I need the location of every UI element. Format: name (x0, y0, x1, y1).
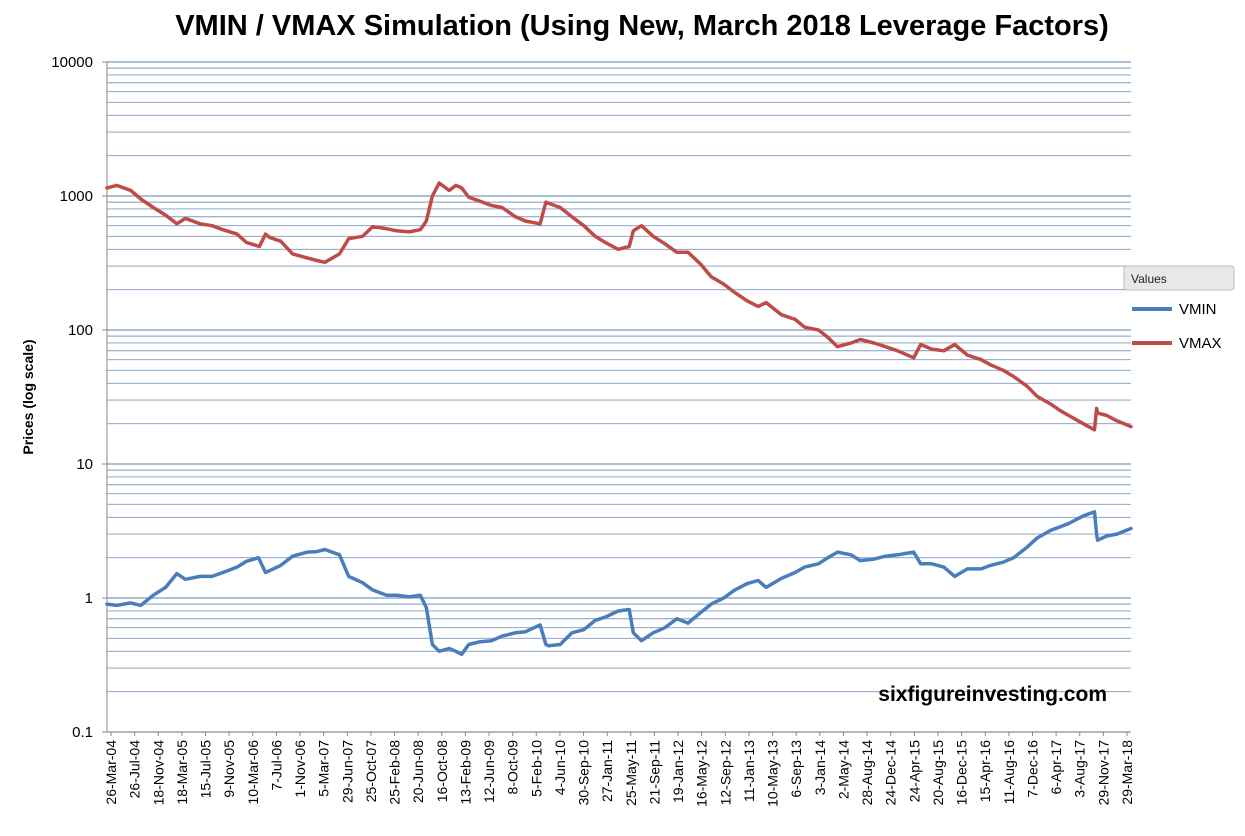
x-tick-label: 24-Dec-14 (883, 740, 899, 806)
grid-lines (107, 61, 1131, 733)
y-tick-label: 100 (68, 322, 93, 339)
x-tick-label: 18-Nov-04 (150, 740, 166, 806)
x-tick-label: 20-Jun-08 (410, 740, 426, 803)
legend-header-box[interactable] (1123, 265, 1235, 291)
watermark-text: sixfigureinvesting.com (878, 683, 1107, 706)
x-tick-label: 5-Feb-10 (528, 740, 544, 797)
x-tick-label: 25-Feb-08 (387, 740, 403, 805)
x-axis: 26-Mar-04 26-Jul-04 18-Nov-04 18-Mar-05 15-J… (103, 731, 1135, 807)
x-tick-label: 8-Oct-09 (505, 740, 521, 795)
x-tick-label: 5-Mar-07 (316, 740, 332, 797)
x-tick-label: 26-Jul-04 (127, 740, 143, 799)
x-tick-label: 7-Dec-16 (1024, 740, 1040, 798)
y-tick-label: 1 (85, 590, 93, 607)
series-lines (105, 181, 1133, 657)
x-tick-label: 9-Nov-05 (221, 740, 237, 798)
x-tick-label: 29-Nov-17 (1095, 740, 1111, 806)
x-tick-label: 6-Sep-13 (788, 740, 804, 798)
series-line-vmin (105, 510, 1133, 657)
x-tick-label: 12-Sep-12 (717, 740, 733, 806)
x-tick-label: 28-Aug-14 (859, 740, 875, 806)
x-tick-label: 13-Feb-09 (457, 740, 473, 805)
y-tick-label: 10000 (51, 54, 93, 71)
x-tick-label: 15-Jul-05 (198, 740, 214, 799)
x-tick-label: 18-Mar-05 (174, 740, 190, 805)
y-tick-label: 10 (76, 456, 93, 473)
y-axis-label: Prices (log scale) (20, 339, 36, 454)
x-tick-label: 7-Jul-06 (268, 740, 284, 791)
y-axis: 0.1 1 10 100 1000 10000 (51, 54, 108, 741)
x-tick-label: 25-Oct-07 (363, 740, 379, 802)
x-tick-label: 21-Sep-11 (646, 740, 662, 805)
x-tick-label: 4-Jun-10 (552, 740, 568, 795)
x-tick-label: 29-Mar-18 (1119, 740, 1135, 805)
legend-label-vmin: VMIN (1179, 301, 1217, 318)
x-tick-label: 3-Jan-14 (812, 740, 828, 795)
x-tick-label: 11-Jan-13 (741, 740, 757, 802)
x-tick-label: 26-Mar-04 (103, 740, 119, 805)
x-tick-label: 24-Apr-15 (906, 740, 922, 802)
x-tick-label: 16-Oct-08 (434, 740, 450, 802)
chart-title: VMIN / VMAX Simulation (Using New, March… (175, 10, 1109, 42)
x-tick-label: 20-Aug-15 (930, 740, 946, 806)
x-tick-label: 6-Apr-17 (1048, 740, 1064, 795)
x-tick-label: 30-Sep-10 (576, 740, 592, 806)
x-tick-label: 12-Jun-09 (481, 740, 497, 803)
x-tick-label: 29-Jun-07 (339, 740, 355, 803)
series-line-vmax (105, 181, 1133, 432)
x-tick-label: 10-May-13 (765, 740, 781, 807)
x-tick-label: 2-May-14 (835, 740, 851, 799)
x-tick-label: 19-Jan-12 (670, 740, 686, 803)
x-tick-label: 15-Apr-16 (977, 740, 993, 802)
x-tick-label: 11-Aug-16 (1001, 740, 1017, 805)
x-tick-label: 10-Mar-06 (245, 740, 261, 805)
legend[interactable]: Values VMIN VMAX (1123, 265, 1235, 352)
x-tick-label: 1-Nov-06 (292, 740, 308, 798)
legend-title: Values (1131, 272, 1167, 286)
x-tick-label: 25-May-11 (623, 740, 639, 806)
y-tick-label: 0.1 (72, 724, 93, 741)
x-tick-label: 16-May-12 (694, 740, 710, 807)
x-tick-label: 3-Aug-17 (1072, 740, 1088, 798)
legend-label-vmax: VMAX (1179, 335, 1222, 352)
x-tick-label: 27-Jan-11 (599, 740, 615, 802)
y-tick-label: 1000 (60, 188, 93, 205)
x-tick-label: 16-Dec-15 (954, 740, 970, 806)
